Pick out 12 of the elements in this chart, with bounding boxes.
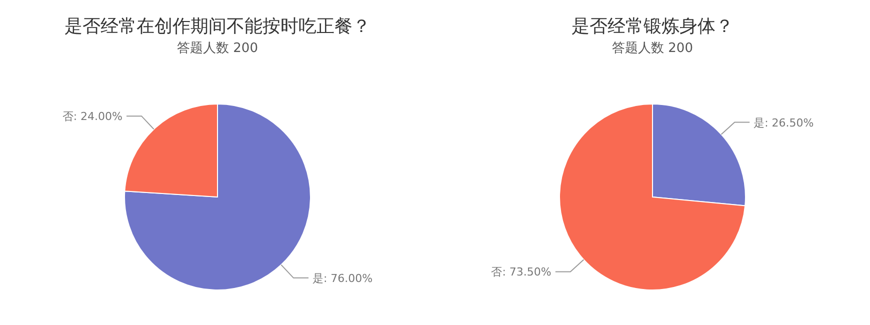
chart-title: 是否经常在创作期间不能按时吃正餐？ (64, 16, 370, 37)
slice-label: 是 (312, 272, 324, 285)
data-label: : 24.00% (73, 110, 123, 124)
data-label: : 76.00% (323, 272, 373, 285)
data-label: : 73.50% (502, 266, 552, 279)
chart-subtitle: 答题人数 200 (177, 41, 258, 56)
chart-title: 是否经常锻炼身体？ (572, 16, 734, 37)
data-label: : 26.50% (764, 116, 814, 130)
slice-label: 是 (754, 116, 765, 130)
slice-label: 否 (62, 110, 74, 124)
chart-subtitle: 答题人数 200 (612, 41, 693, 56)
slice-label: 否 (491, 266, 502, 279)
